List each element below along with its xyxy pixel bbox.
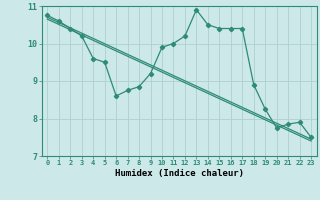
X-axis label: Humidex (Indice chaleur): Humidex (Indice chaleur) xyxy=(115,169,244,178)
